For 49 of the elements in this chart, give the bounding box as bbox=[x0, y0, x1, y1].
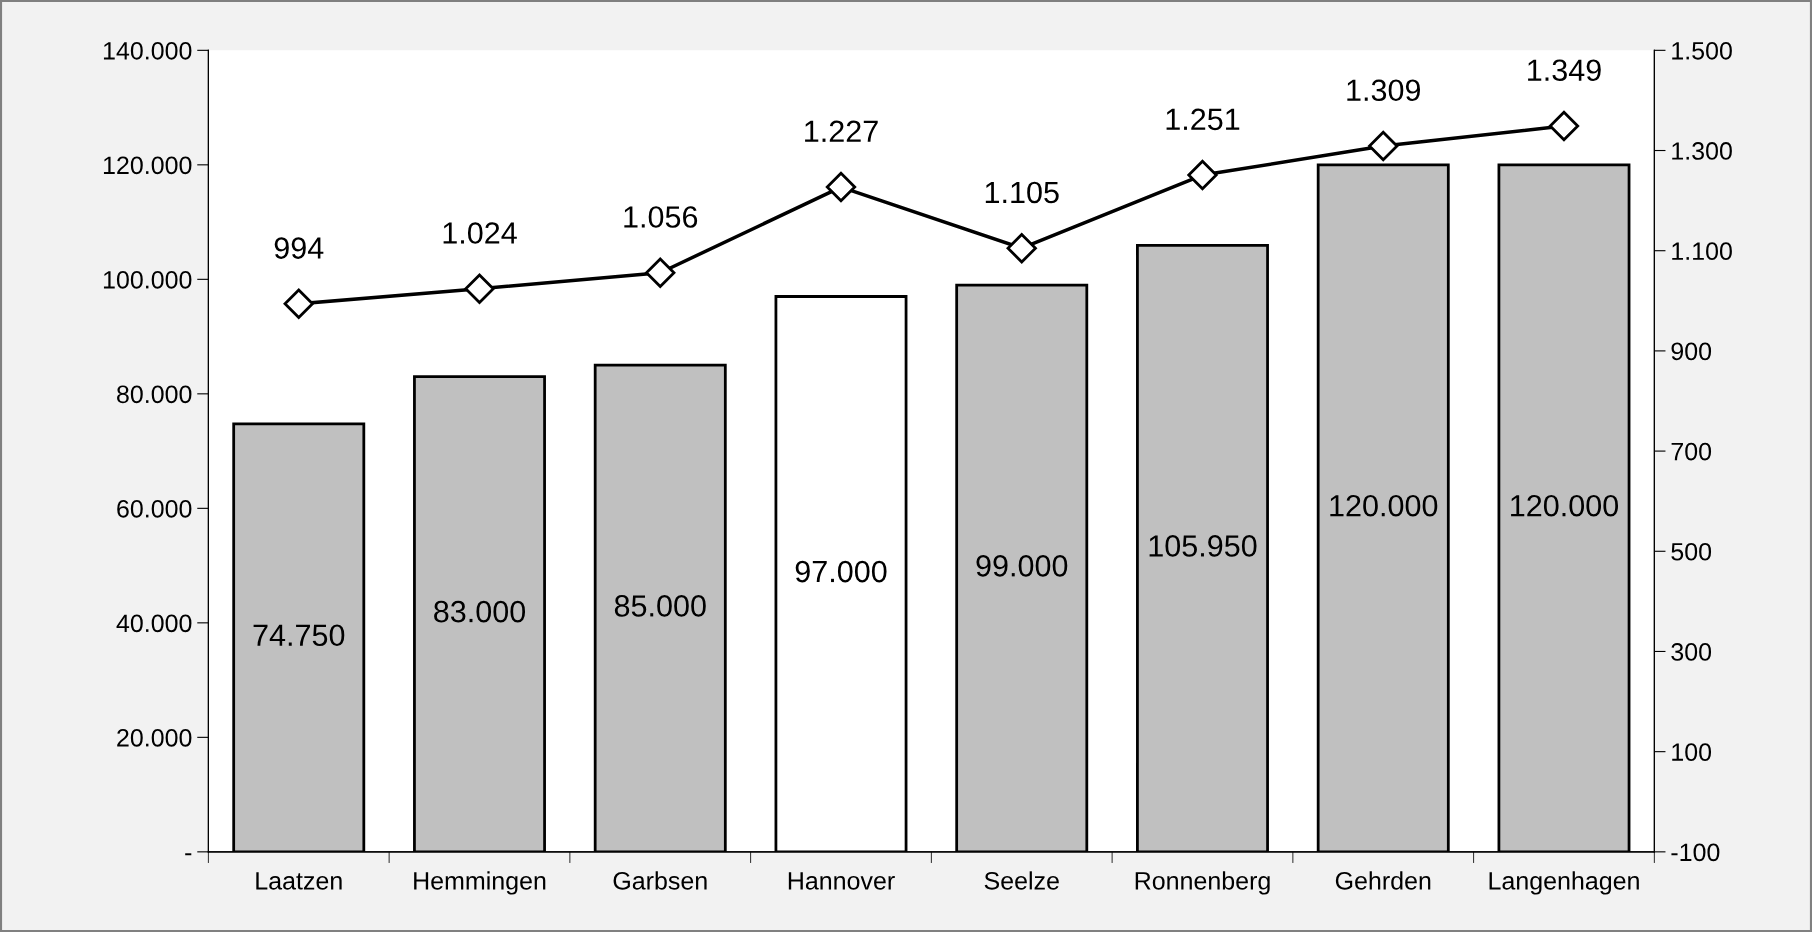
y2-tick-label: 500 bbox=[1671, 542, 1712, 561]
y-tick-label: 80.000 bbox=[117, 385, 192, 404]
y-tick-label: 140.000 bbox=[103, 41, 192, 60]
data-label: 99.000 bbox=[976, 555, 1068, 577]
data-label: 1.056 bbox=[624, 206, 698, 228]
data-label: 120.000 bbox=[1511, 494, 1619, 517]
y-tick-label: 20.000 bbox=[117, 728, 192, 747]
y-tick-label: 120.000 bbox=[103, 156, 192, 175]
data-label: 1.227 bbox=[805, 120, 878, 142]
point bbox=[1187, 159, 1218, 191]
x-tick-label: Seelze bbox=[984, 871, 1059, 890]
data-label: 1.309 bbox=[1347, 79, 1421, 102]
data-label: 120.000 bbox=[1330, 494, 1438, 517]
data-label: 1.251 bbox=[1166, 108, 1240, 131]
y2-tick-label: 1.100 bbox=[1672, 242, 1732, 261]
y-tick-label: 40.000 bbox=[116, 614, 192, 633]
data-label: 97.000 bbox=[795, 560, 887, 583]
x-tick-label: Laatzen bbox=[256, 872, 342, 890]
data-label: 74.750 bbox=[253, 624, 345, 647]
data-label: 1.105 bbox=[985, 181, 1059, 204]
data-label: 85.000 bbox=[614, 595, 706, 617]
x-tick-label: Hannover bbox=[788, 872, 895, 890]
y-tick-label: - bbox=[185, 853, 192, 856]
data-label: 83.000 bbox=[434, 600, 526, 623]
y2-tick-label: 300 bbox=[1671, 643, 1712, 661]
point bbox=[825, 171, 857, 203]
point bbox=[1368, 130, 1399, 162]
point bbox=[283, 288, 314, 319]
y2-tick-label: 1.300 bbox=[1672, 142, 1732, 160]
point bbox=[1006, 233, 1037, 264]
data-label: 1.349 bbox=[1528, 59, 1601, 82]
data-label: 1.024 bbox=[443, 222, 517, 244]
y-tick-label: 100.000 bbox=[103, 270, 192, 289]
x-tick-label: Garbsen bbox=[613, 871, 707, 890]
x-tick-label: Langenhagen bbox=[1489, 871, 1639, 895]
x-tick-label: Hemmingen bbox=[414, 871, 546, 895]
y2-tick-label: -100 bbox=[1671, 843, 1720, 862]
y2-tick-label: 700 bbox=[1671, 442, 1712, 461]
point bbox=[645, 257, 676, 288]
x-tick-label: Ronnenberg bbox=[1135, 871, 1270, 895]
y2-tick-label: 100 bbox=[1672, 743, 1712, 761]
y-tick-label: 60.000 bbox=[117, 499, 192, 518]
y2-tick-label: 1.500 bbox=[1672, 41, 1732, 60]
x-tick-label: Gehrden bbox=[1335, 871, 1431, 890]
point bbox=[464, 273, 495, 304]
point bbox=[1548, 110, 1580, 142]
data-label: 105.950 bbox=[1149, 535, 1257, 557]
y2-tick-label: 900 bbox=[1671, 342, 1712, 361]
data-label: 994 bbox=[274, 237, 324, 259]
